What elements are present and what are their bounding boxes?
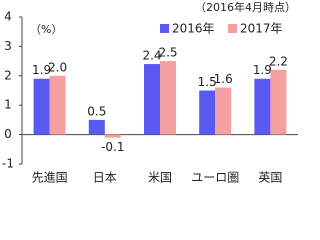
bar xyxy=(88,119,105,135)
bar xyxy=(160,61,176,135)
data-label: 0.5 xyxy=(87,104,106,118)
bar xyxy=(144,64,160,135)
bar xyxy=(270,69,287,135)
bar xyxy=(254,78,271,135)
legend-label: 2017年 xyxy=(240,22,283,36)
x-tick-label: 英国 xyxy=(258,171,282,185)
x-tick-label: 日本 xyxy=(93,171,117,185)
data-label: 1.5 xyxy=(198,75,217,89)
data-label: 2.4 xyxy=(142,49,161,63)
data-label: 1.6 xyxy=(214,72,233,86)
y-axis-label: （%） xyxy=(30,23,62,36)
y-tick-label: 3 xyxy=(4,39,12,53)
data-label: 2.5 xyxy=(158,46,177,60)
data-label: 1.9 xyxy=(32,63,51,77)
y-tick-label: -1 xyxy=(2,157,14,171)
legend-swatch xyxy=(228,24,237,33)
x-tick-label: 米国 xyxy=(148,171,172,185)
x-tick-label: ユーロ圏 xyxy=(191,171,239,185)
bar xyxy=(49,75,66,135)
legend-label: 2016年 xyxy=(172,22,215,36)
bar xyxy=(33,78,50,135)
y-tick-label: 0 xyxy=(4,127,12,141)
data-label: 2.0 xyxy=(48,60,67,74)
data-label: 1.9 xyxy=(253,63,272,77)
y-tick-label: 2 xyxy=(4,68,12,82)
bar xyxy=(215,87,232,135)
y-tick-label: 1 xyxy=(4,98,12,112)
data-label: -0.1 xyxy=(101,140,124,154)
legend-swatch xyxy=(160,24,169,33)
x-tick-label: 先進国 xyxy=(32,171,68,185)
y-tick-label: 4 xyxy=(4,10,12,24)
bar xyxy=(104,134,121,138)
chart-subtitle: （2016年4月時点） xyxy=(195,0,296,14)
bar xyxy=(199,90,216,135)
data-label: 2.2 xyxy=(269,54,288,68)
